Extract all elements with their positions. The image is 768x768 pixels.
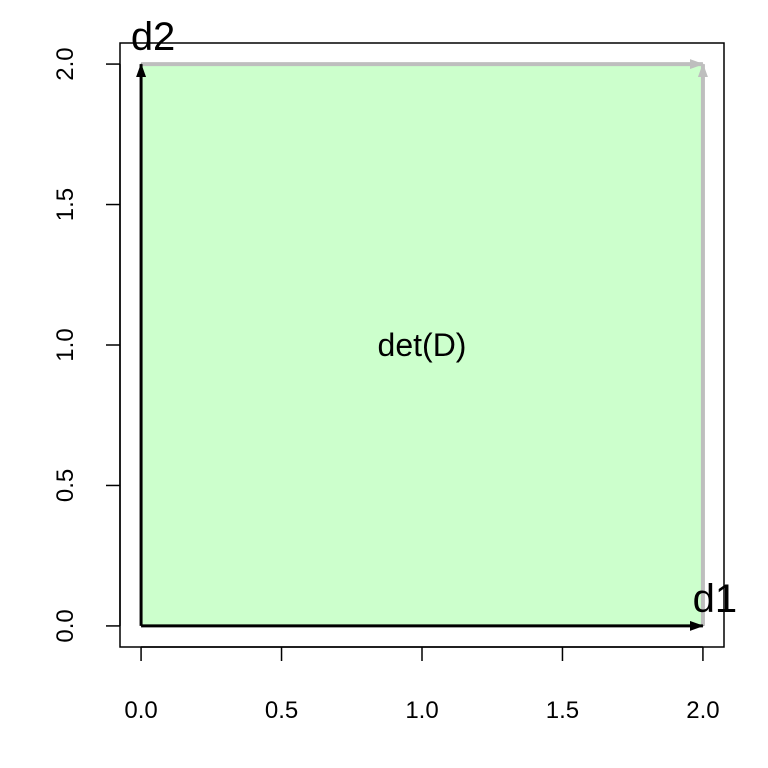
parallelogram-area [141,64,703,626]
y-axis: 0.0 0.5 1.0 1.5 2.0 [52,47,121,643]
vector-label-d1: d1 [693,577,738,621]
det-label: det(D) [378,327,467,363]
x-tick-label: 1.5 [546,697,579,724]
y-tick-label: 1.0 [52,328,79,361]
x-tick-label: 0.5 [265,697,298,724]
x-axis: 0.0 0.5 1.0 1.5 2.0 [124,646,720,724]
vector-label-d2: d2 [131,15,176,59]
y-tick-label: 2.0 [52,47,79,80]
x-tick-label: 0.0 [124,697,157,724]
y-tick-label: 0.0 [52,609,79,642]
x-tick-label: 1.0 [405,697,438,724]
y-tick-label: 1.5 [52,188,79,221]
x-tick-label: 2.0 [686,697,719,724]
y-tick-label: 0.5 [52,469,79,502]
